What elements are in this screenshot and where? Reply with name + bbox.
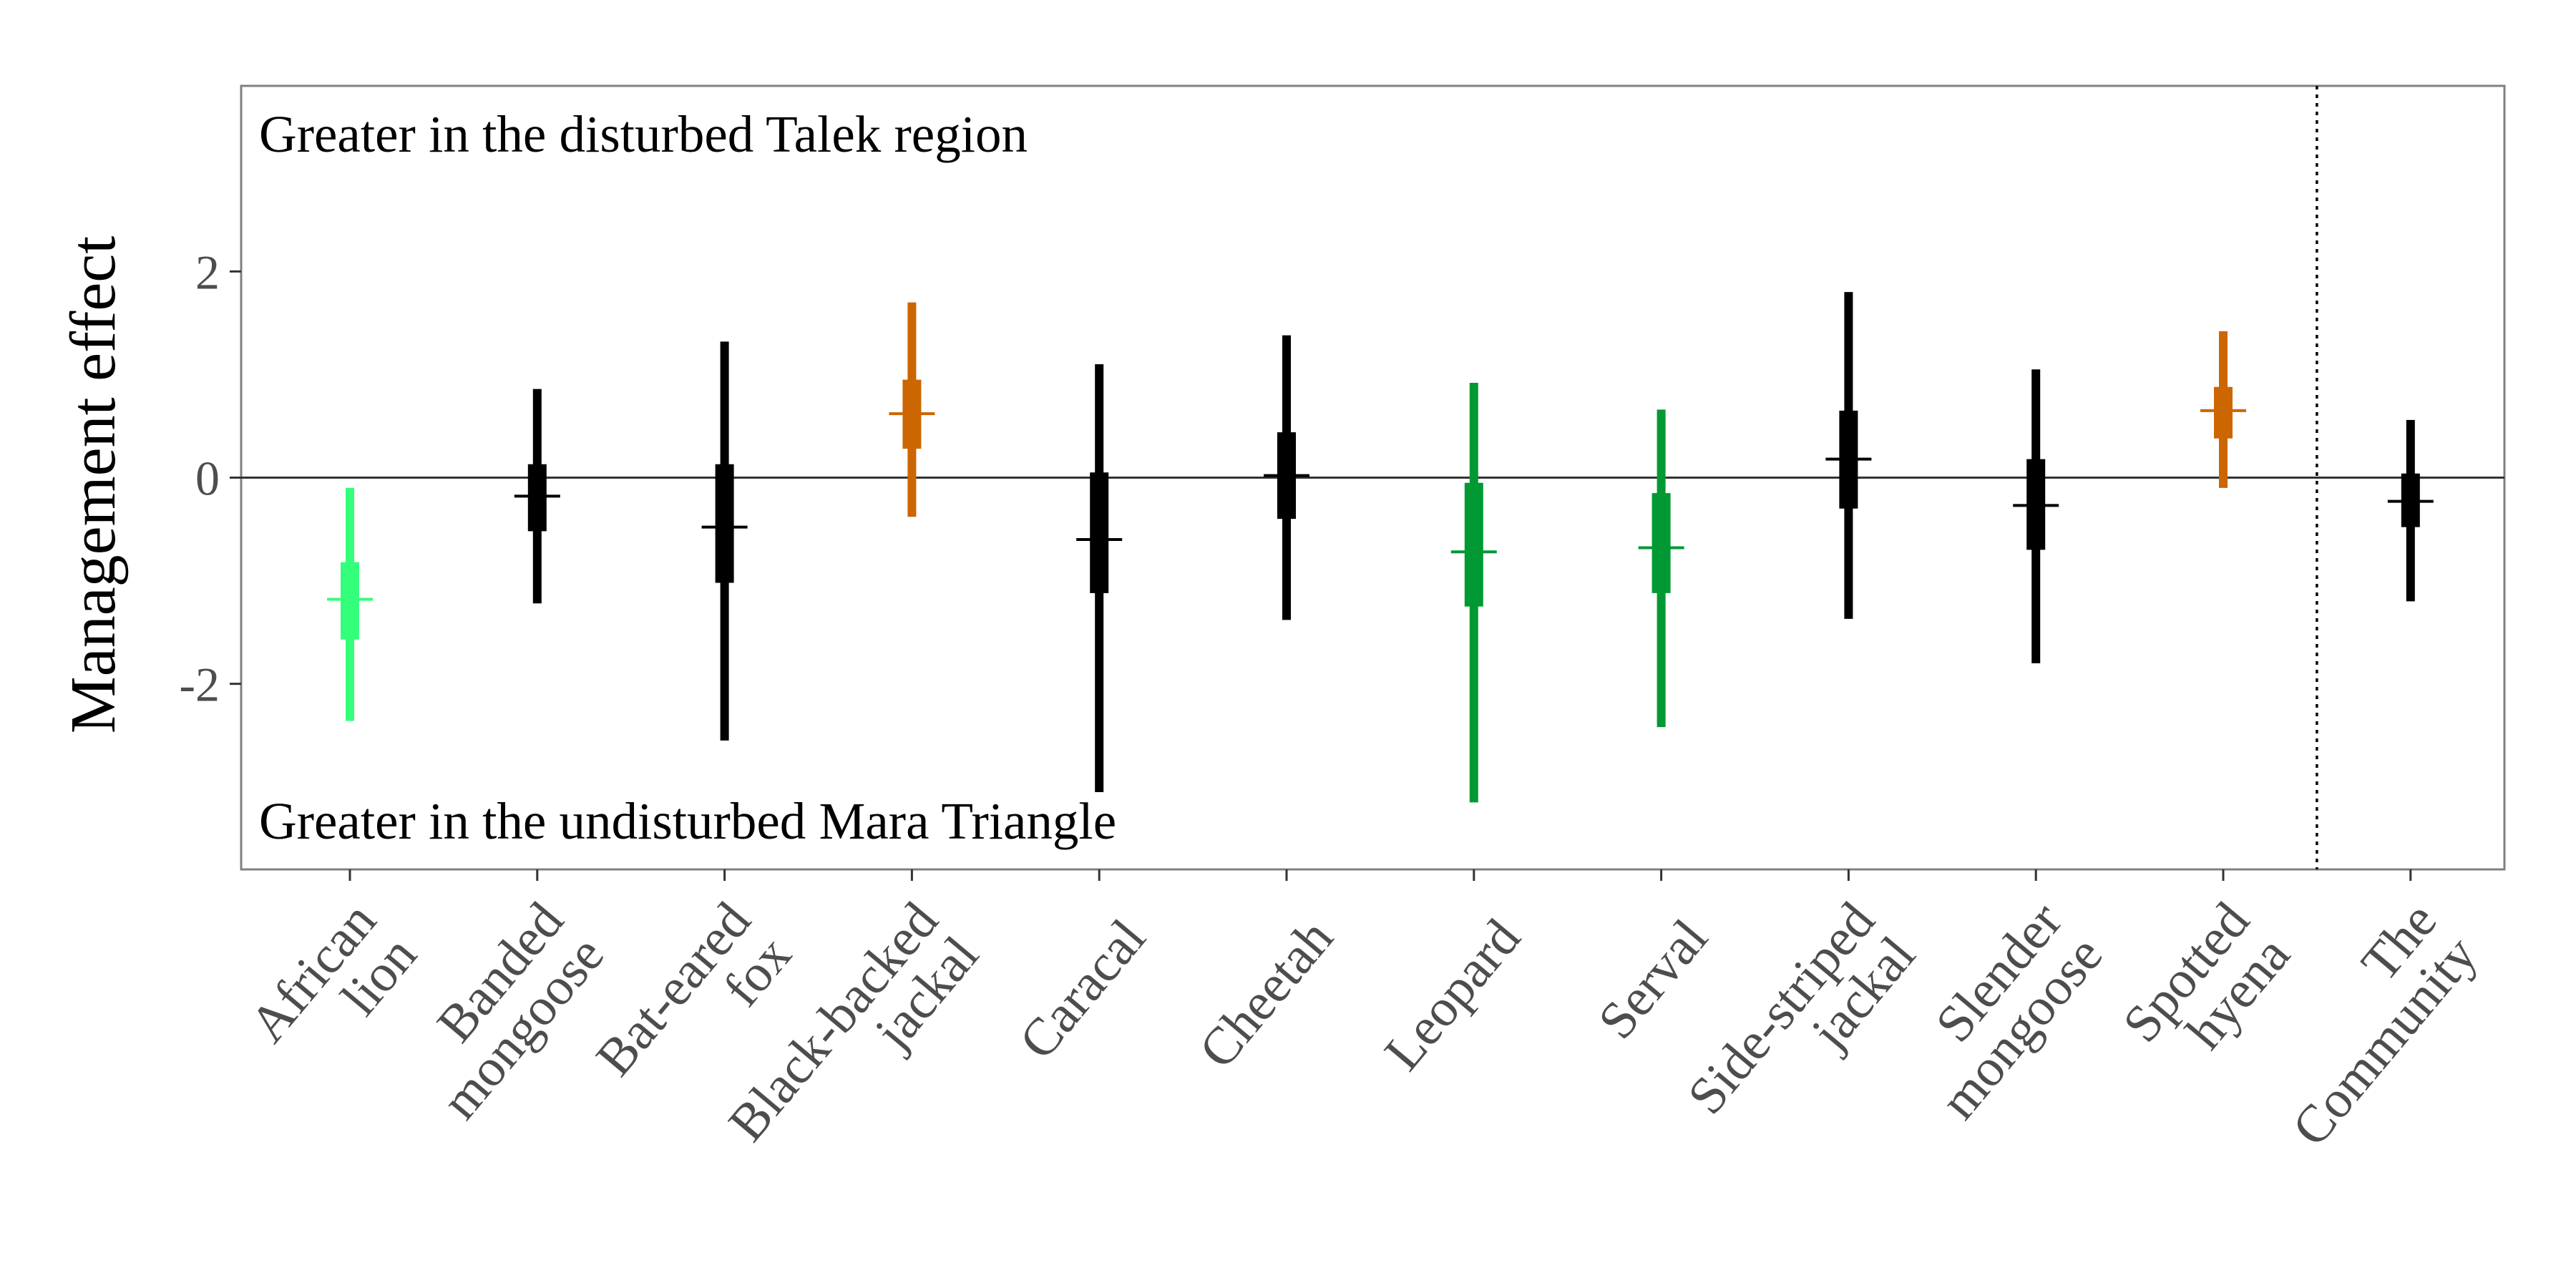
estimate-group (889, 302, 935, 517)
plot-marks (241, 86, 2504, 869)
y-tick-label: 0 (195, 452, 220, 506)
y-axis-title: Management effect (58, 236, 129, 733)
estimate-group (1825, 292, 1872, 619)
estimate-group (1450, 382, 1497, 803)
y-tick-label: -2 (179, 658, 220, 712)
y-axis: -2 0 2 (179, 245, 241, 712)
y-tick-label: 2 (195, 245, 220, 299)
estimate-group (2387, 419, 2434, 602)
estimate-group (327, 487, 373, 721)
annotation-top: Greater in the disturbed Talek region (259, 105, 1028, 163)
annotation-bottom: Greater in the undisturbed Mara Triangle (259, 792, 1116, 850)
estimate-group (1076, 364, 1123, 792)
estimate-group (514, 389, 560, 604)
estimate-group (2013, 369, 2059, 663)
estimate-group (1264, 335, 1309, 620)
estimate-group (2200, 331, 2246, 488)
estimate-group (701, 341, 748, 741)
estimate-group (1638, 409, 1684, 728)
